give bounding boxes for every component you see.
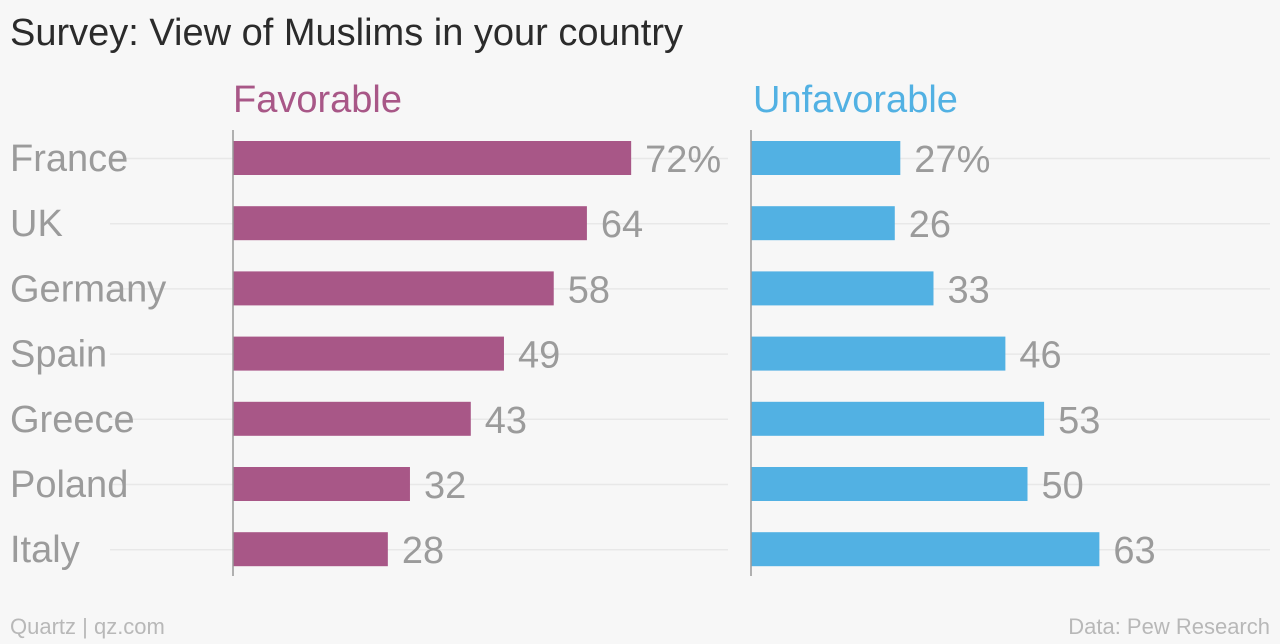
value-label-unfavorable: 53 [1058,400,1100,442]
category-label: Germany [10,268,166,310]
footer-source-right: Data: Pew Research [1068,614,1270,640]
value-label-favorable: 32 [424,465,466,507]
category-label: Italy [10,529,80,571]
bar-unfavorable [751,402,1044,436]
series-header-favorable: Favorable [233,79,402,121]
bar-unfavorable [751,271,933,305]
value-label-unfavorable: 26 [909,204,951,246]
value-label-favorable: 43 [485,400,527,442]
bar-unfavorable [751,337,1005,371]
category-label: UK [10,203,63,245]
bar-chart: France UK Germany Spain Greece Poland Italy Fav… [0,0,1280,644]
bar-unfavorable [751,206,895,240]
value-label-favorable: 58 [568,269,610,311]
bar-favorable [233,337,504,371]
category-label: Poland [10,464,128,506]
category-label: France [10,138,128,180]
value-label-unfavorable: 50 [1042,465,1084,507]
bar-favorable [233,402,471,436]
value-label-favorable: 28 [402,530,444,572]
value-label-unfavorable: 33 [947,269,989,311]
value-label-unfavorable: 27% [914,139,990,181]
bar-favorable [233,141,631,175]
value-label-favorable: 64 [601,204,643,246]
category-label: Greece [10,399,135,441]
bar-unfavorable [751,467,1028,501]
bar-unfavorable [751,532,1099,566]
footer-source-left: Quartz | qz.com [10,614,165,640]
value-label-unfavorable: 63 [1113,530,1155,572]
category-label: Spain [10,334,107,376]
bar-favorable [233,271,554,305]
value-label-favorable: 49 [518,335,560,377]
series-header-unfavorable: Unfavorable [753,79,958,121]
bar-unfavorable [751,141,900,175]
value-label-unfavorable: 46 [1019,335,1061,377]
bar-favorable [233,206,587,240]
bar-favorable [233,467,410,501]
bar-favorable [233,532,388,566]
value-label-favorable: 72% [645,139,721,181]
